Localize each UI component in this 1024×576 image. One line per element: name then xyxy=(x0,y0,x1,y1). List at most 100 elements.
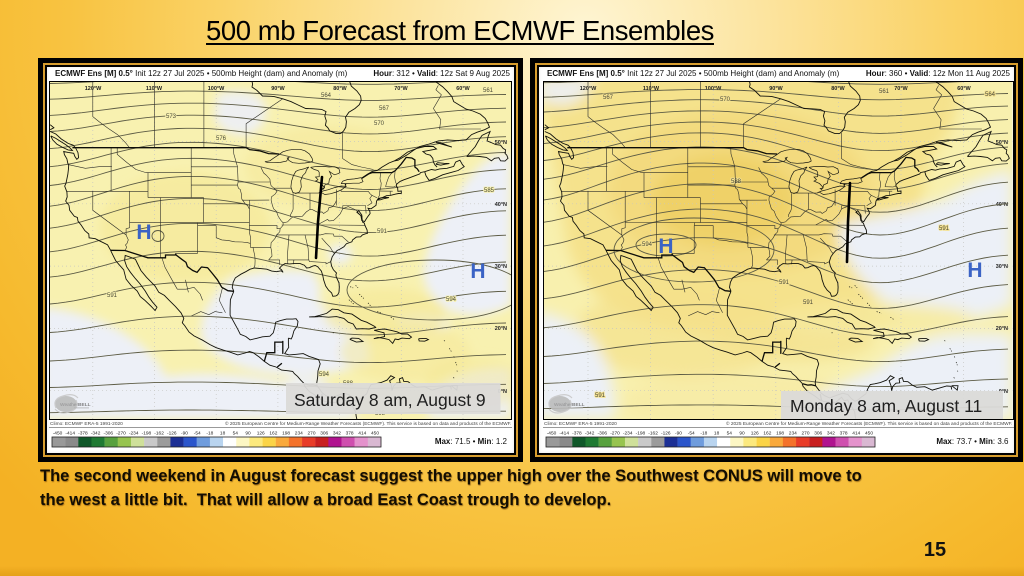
svg-text:80°W: 80°W xyxy=(333,86,347,92)
svg-text:54: 54 xyxy=(233,431,239,437)
svg-text:90°W: 90°W xyxy=(769,86,783,92)
svg-text:120°W: 120°W xyxy=(85,86,102,92)
svg-text:60°W: 60°W xyxy=(456,86,470,92)
svg-text:-378: -378 xyxy=(78,431,88,437)
svg-text:570: 570 xyxy=(374,121,385,127)
svg-text:594: 594 xyxy=(319,372,330,378)
svg-text:30°N: 30°N xyxy=(495,264,507,270)
svg-text:162: 162 xyxy=(763,431,771,437)
svg-text:561: 561 xyxy=(879,89,890,95)
svg-text:WeatherBELL: WeatherBELL xyxy=(554,402,585,408)
svg-text:378: 378 xyxy=(346,431,354,437)
svg-text:WeatherBELL: WeatherBELL xyxy=(60,402,91,408)
svg-text:-90: -90 xyxy=(181,431,188,437)
svg-text:-306: -306 xyxy=(103,431,113,437)
svg-text:450: 450 xyxy=(865,431,873,437)
svg-text:591: 591 xyxy=(107,293,118,299)
svg-text:-342: -342 xyxy=(585,431,595,437)
svg-text:90: 90 xyxy=(739,431,745,437)
svg-text:567: 567 xyxy=(603,95,614,101)
svg-text:591: 591 xyxy=(377,229,388,235)
svg-text:20°N: 20°N xyxy=(495,326,507,332)
svg-text:378: 378 xyxy=(840,431,848,437)
svg-text:H: H xyxy=(470,260,485,283)
svg-text:Saturday 8 am, August 9: Saturday 8 am, August 9 xyxy=(294,390,486,410)
svg-text:-270: -270 xyxy=(116,431,126,437)
svg-text:450: 450 xyxy=(371,431,379,437)
svg-text:564: 564 xyxy=(321,93,332,99)
svg-text:-18: -18 xyxy=(700,431,707,437)
svg-text:H: H xyxy=(658,235,673,258)
svg-text:18: 18 xyxy=(220,431,226,437)
svg-text:-414: -414 xyxy=(65,431,75,437)
svg-text:90°W: 90°W xyxy=(271,86,285,92)
svg-text:270: 270 xyxy=(801,431,809,437)
svg-text:570: 570 xyxy=(720,97,731,103)
svg-text:594: 594 xyxy=(446,297,457,303)
svg-text:Max: 71.5 • Min: 1.2: Max: 71.5 • Min: 1.2 xyxy=(435,437,508,446)
svg-text:591: 591 xyxy=(595,393,606,399)
svg-text:-126: -126 xyxy=(661,431,671,437)
svg-text:270: 270 xyxy=(307,431,315,437)
svg-text:414: 414 xyxy=(358,431,366,437)
svg-text:567: 567 xyxy=(379,106,390,112)
svg-text:-54: -54 xyxy=(688,431,695,437)
svg-text:20°N: 20°N xyxy=(996,326,1008,332)
svg-text:585: 585 xyxy=(484,188,495,194)
svg-text:H: H xyxy=(136,221,151,244)
svg-text:-450: -450 xyxy=(547,431,557,437)
svg-text:30°N: 30°N xyxy=(996,264,1008,270)
svg-text:-234: -234 xyxy=(129,431,139,437)
svg-text:234: 234 xyxy=(789,431,797,437)
svg-text:18: 18 xyxy=(714,431,720,437)
svg-text:-270: -270 xyxy=(610,431,620,437)
svg-text:126: 126 xyxy=(751,431,759,437)
svg-text:60°W: 60°W xyxy=(957,86,971,92)
svg-text:50°N: 50°N xyxy=(495,140,507,146)
svg-text:-378: -378 xyxy=(572,431,582,437)
svg-text:Monday 8 am, August 11: Monday 8 am, August 11 xyxy=(790,396,982,416)
svg-text:-450: -450 xyxy=(53,431,63,437)
svg-text:591: 591 xyxy=(939,226,950,232)
svg-text:198: 198 xyxy=(282,431,290,437)
svg-text:564: 564 xyxy=(985,92,996,98)
svg-text:591: 591 xyxy=(779,280,790,286)
svg-text:-126: -126 xyxy=(167,431,177,437)
svg-text:591: 591 xyxy=(803,300,814,306)
svg-text:40°N: 40°N xyxy=(996,202,1008,208)
svg-text:576: 576 xyxy=(216,136,227,142)
svg-text:594: 594 xyxy=(642,242,653,248)
svg-text:70°W: 70°W xyxy=(394,86,408,92)
svg-text:H: H xyxy=(967,259,982,282)
svg-text:-414: -414 xyxy=(559,431,569,437)
svg-text:-198: -198 xyxy=(142,431,152,437)
svg-text:40°N: 40°N xyxy=(495,202,507,208)
svg-text:-198: -198 xyxy=(636,431,646,437)
svg-text:70°W: 70°W xyxy=(894,86,908,92)
svg-text:342: 342 xyxy=(827,431,835,437)
svg-text:100°W: 100°W xyxy=(705,86,722,92)
svg-text:162: 162 xyxy=(269,431,277,437)
svg-text:-162: -162 xyxy=(154,431,164,437)
svg-text:-342: -342 xyxy=(91,431,101,437)
svg-text:198: 198 xyxy=(776,431,784,437)
svg-text:342: 342 xyxy=(333,431,341,437)
svg-text:90: 90 xyxy=(245,431,251,437)
svg-text:234: 234 xyxy=(295,431,303,437)
svg-text:126: 126 xyxy=(257,431,265,437)
svg-text:414: 414 xyxy=(852,431,860,437)
svg-text:54: 54 xyxy=(727,431,733,437)
svg-text:-90: -90 xyxy=(675,431,682,437)
svg-text:-54: -54 xyxy=(194,431,201,437)
svg-text:573: 573 xyxy=(166,114,177,120)
svg-text:561: 561 xyxy=(483,88,494,94)
svg-text:Max: 73.7 • Min: 3.6: Max: 73.7 • Min: 3.6 xyxy=(936,437,1009,446)
svg-text:100°W: 100°W xyxy=(208,86,225,92)
svg-text:306: 306 xyxy=(814,431,822,437)
svg-text:50°N: 50°N xyxy=(996,140,1008,146)
svg-text:110°W: 110°W xyxy=(643,86,660,92)
svg-text:120°W: 120°W xyxy=(580,86,597,92)
svg-text:306: 306 xyxy=(320,431,328,437)
svg-text:-162: -162 xyxy=(648,431,658,437)
svg-text:0°N: 0°N xyxy=(498,389,507,395)
